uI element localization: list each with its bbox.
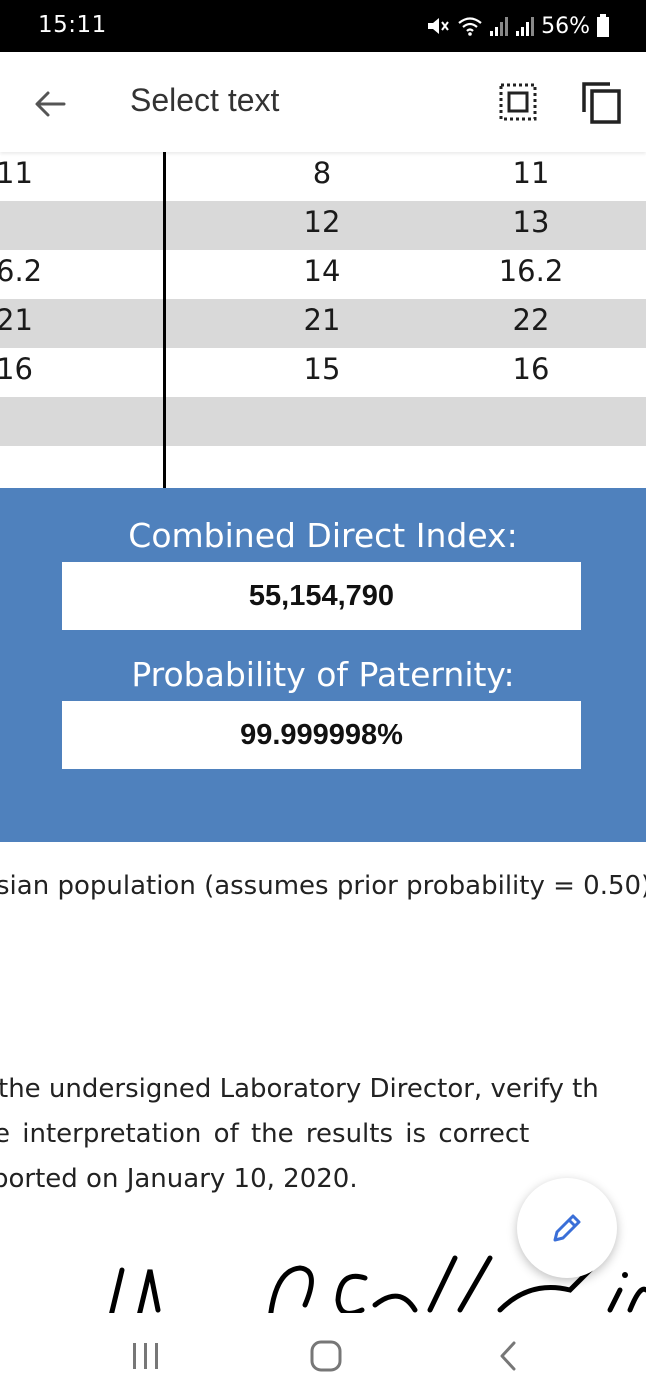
home-button[interactable] xyxy=(304,1337,348,1377)
battery-icon xyxy=(597,14,609,37)
table-cell[interactable] xyxy=(470,397,592,446)
pop-value: 99.999998% xyxy=(240,719,403,751)
page-title: Select text xyxy=(130,82,280,118)
verify-line-2[interactable]: e interpretation of the results is corre… xyxy=(0,1119,530,1149)
pencil-icon xyxy=(553,1214,581,1242)
table-cell[interactable]: 22 xyxy=(512,303,550,337)
signal-icon xyxy=(490,17,509,36)
table-cell[interactable]: 11 xyxy=(0,156,33,190)
nav-back-button[interactable] xyxy=(486,1337,530,1377)
table-cell[interactable]: 21 xyxy=(0,303,33,337)
pop-value-box: 99.999998% xyxy=(62,701,581,769)
table-cell[interactable] xyxy=(262,397,382,446)
table-cell[interactable]: 15 xyxy=(303,352,341,386)
recents-icon xyxy=(133,1343,158,1369)
nav-back-icon xyxy=(500,1341,516,1371)
table-cell[interactable]: 11 xyxy=(512,156,550,190)
copy-icon xyxy=(582,82,621,124)
edit-fab-button[interactable] xyxy=(517,1178,617,1278)
table-row: 6.2 14 16.2 xyxy=(0,250,646,299)
signal-icon xyxy=(516,17,535,36)
status-icons: 56% xyxy=(425,11,610,41)
table-row: 12 13 xyxy=(0,201,646,250)
table-row: 11 8 11 xyxy=(0,152,646,201)
table-cell[interactable]: 16.2 xyxy=(498,254,564,288)
status-time: 15:11 xyxy=(38,12,107,38)
table-cell[interactable]: 13 xyxy=(512,205,550,239)
table-cell[interactable]: 16 xyxy=(512,352,550,386)
copy-button[interactable] xyxy=(578,78,626,126)
verify-line-1[interactable]: the undersigned Laboratory Director, ver… xyxy=(0,1074,599,1104)
select-all-icon xyxy=(499,83,537,121)
wifi-icon xyxy=(458,17,482,36)
mute-icon xyxy=(428,18,449,34)
table-cell[interactable]: 8 xyxy=(312,156,332,190)
population-note[interactable]: sian population (assumes prior probabili… xyxy=(0,871,646,901)
table-divider xyxy=(163,152,166,488)
table-cell[interactable]: 6.2 xyxy=(0,254,43,288)
status-bar: 15:11 56% xyxy=(0,0,646,52)
cdi-label: Combined Direct Index: xyxy=(128,516,518,555)
signature-image xyxy=(100,1250,646,1314)
select-all-button[interactable] xyxy=(496,80,540,124)
recents-button[interactable] xyxy=(124,1337,168,1377)
table-cell[interactable]: 14 xyxy=(303,254,341,288)
home-icon xyxy=(310,1340,342,1372)
result-box: Combined Direct Index: 55,154,790 Probab… xyxy=(0,488,646,842)
table-cell[interactable]: 12 xyxy=(303,205,341,239)
app-bar: Select text xyxy=(0,52,646,152)
document-table: 11 8 11 12 13 6.2 14 16.2 21 21 22 16 15 16 xyxy=(0,152,646,488)
table-cell[interactable]: 21 xyxy=(303,303,341,337)
cdi-value: 55,154,790 xyxy=(248,580,395,612)
table-row xyxy=(0,446,646,488)
table-row: 16 15 16 xyxy=(0,348,646,397)
table-cell[interactable]: 16 xyxy=(0,352,33,386)
table-row: 21 21 22 xyxy=(0,299,646,348)
back-arrow-icon xyxy=(35,91,66,117)
back-button[interactable] xyxy=(28,82,72,126)
table-cell[interactable] xyxy=(262,446,382,488)
verify-line-3[interactable]: ported on January 10, 2020. xyxy=(0,1164,358,1194)
cdi-value-box: 55,154,790 xyxy=(62,562,581,630)
battery-percent: 56% xyxy=(541,13,590,39)
navigation-bar xyxy=(0,1313,646,1400)
pop-label: Probability of Paternity: xyxy=(131,655,515,694)
table-cell[interactable] xyxy=(470,446,592,488)
table-row xyxy=(0,397,646,446)
